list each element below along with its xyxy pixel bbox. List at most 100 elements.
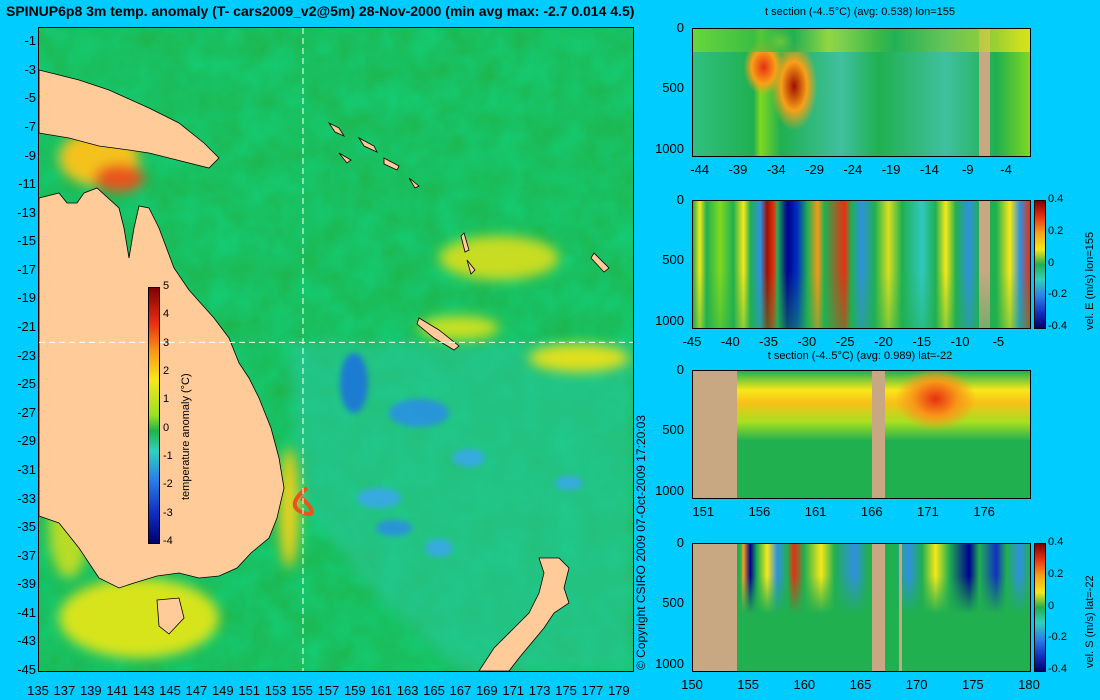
section-x-tick: 171: [917, 504, 939, 519]
map-x-tick: 179: [607, 683, 630, 698]
map-colorbar-label: temperature anomaly (°C): [180, 373, 192, 500]
section-land: [898, 544, 902, 671]
section-x-tick: -4: [1000, 162, 1012, 177]
section-y-tick: 1000: [655, 655, 684, 671]
map-x-tick: 135: [27, 683, 49, 698]
map-y-tick: -19: [17, 290, 36, 306]
map-x-tick: 141: [106, 683, 129, 698]
section-x-tick: 176: [973, 504, 995, 519]
section-y-tick: 1000: [655, 312, 684, 328]
vel-s-colorbar: [1034, 543, 1046, 672]
section-colorbar-tick: -0.4: [1048, 320, 1067, 332]
map-x-tick: 161: [370, 683, 393, 698]
section-x-tick: -44: [690, 162, 710, 177]
panel3-title: t section (-4..5°C) (avg: 0.989) lat=-22: [767, 350, 953, 362]
map-colorbar-tick: 5: [163, 280, 170, 292]
section-colorbar-tick: 0.4: [1048, 193, 1064, 205]
section-x-tick: 165: [849, 677, 872, 692]
section-y-tick: 500: [662, 595, 684, 611]
section-y-tick: 1000: [655, 140, 684, 156]
section-x-tick: -35: [759, 334, 778, 349]
section-land: [693, 371, 737, 498]
map-x-tick: 147: [185, 683, 208, 698]
vel-e-section-lon-plot[interactable]: [692, 200, 1031, 329]
section-x-tick: -5: [992, 334, 1005, 349]
map-y-tick: -29: [17, 433, 36, 449]
section-x-tick: -40: [720, 334, 740, 349]
map-x-tick: 167: [449, 683, 472, 698]
section-x-tick: -24: [843, 162, 863, 177]
section-y-tick: 500: [662, 252, 684, 268]
section-x-tick: -14: [920, 162, 939, 177]
map-x-tick: 151: [238, 683, 261, 698]
section-x-tick: -30: [797, 334, 817, 349]
map-canvas: [39, 28, 633, 671]
map-y-tick: -45: [17, 662, 36, 677]
map-y-tick: -7: [24, 119, 36, 135]
section-y-tick: 0: [676, 20, 684, 35]
map-y-tick: -5: [24, 90, 36, 106]
map-y-tick: -23: [17, 347, 36, 363]
map-y-tick: -13: [17, 204, 36, 220]
map-colorbar-tick: -3: [163, 506, 173, 519]
section-x-tick: -20: [874, 334, 893, 349]
section-x-tick: 151: [692, 504, 715, 519]
map-x-tick: 153: [264, 683, 287, 698]
vel-e-colorbar: [1034, 200, 1046, 329]
map-x-tick: 159: [343, 683, 366, 698]
map-y-tick: -17: [17, 261, 36, 277]
map-x-tick: 149: [211, 683, 234, 698]
section-x-tick: -29: [805, 162, 824, 177]
section-colorbar-tick: -0.2: [1048, 288, 1067, 301]
section-y-tick: 500: [662, 80, 684, 96]
section-colorbar-tick: 0: [1048, 256, 1055, 269]
t-section-lat-plot[interactable]: [692, 370, 1031, 499]
vel-s-colorbar-label: vel. S (m/s) lat=-22: [1084, 575, 1096, 668]
map-y-tick: -3: [24, 61, 36, 77]
section-x-tick: -45: [682, 334, 702, 349]
map-y-tick: -35: [17, 519, 36, 535]
section-x-tick: -39: [728, 162, 748, 177]
map-x-tick: 145: [159, 683, 181, 698]
vel-s-section-lat-plot[interactable]: [692, 543, 1031, 672]
section-x-tick: 175: [961, 677, 984, 692]
panel1-title: t section (-4..5°C) (avg: 0.538) lon=155: [765, 6, 955, 18]
temperature-anomaly-map[interactable]: [38, 27, 634, 672]
section-y-tick: 0: [676, 192, 684, 207]
section-y-tick: 1000: [655, 482, 684, 498]
map-x-tick: 177: [581, 683, 604, 698]
map-colorbar-tick: 0: [163, 421, 170, 434]
t-section-lon-plot[interactable]: [692, 28, 1031, 157]
map-y-tick: -11: [18, 176, 36, 192]
map-y-tick: -25: [17, 376, 36, 392]
map-y-tick: -39: [17, 576, 36, 592]
map-x-tick: 165: [423, 683, 445, 698]
map-y-tick: -9: [24, 147, 36, 163]
section-colorbar-tick: 0: [1048, 599, 1055, 612]
map-colorbar-tick: 2: [163, 365, 170, 377]
map-x-tick: 155: [291, 683, 313, 698]
section-colorbar-tick: 0.4: [1048, 536, 1064, 548]
section-colorbar-tick: -0.4: [1048, 663, 1067, 675]
map-colorbar-tick: 1: [163, 393, 170, 406]
section-x-tick: 150: [681, 677, 703, 692]
map-y-tick: -43: [17, 633, 36, 649]
map-y-tick: -41: [17, 604, 36, 620]
map-x-tick: 143: [132, 683, 155, 698]
map-colorbar-tick: -4: [163, 535, 173, 547]
map-x-tick: 175: [555, 683, 577, 698]
section-x-tick: 170: [905, 677, 928, 692]
map-y-tick: -27: [17, 404, 36, 420]
section-x-tick: -10: [950, 334, 970, 349]
section-x-tick: 156: [748, 504, 771, 519]
section-land: [693, 544, 737, 671]
section-land: [979, 201, 990, 328]
map-x-tick: 169: [475, 683, 498, 698]
map-y-tick: -15: [17, 233, 36, 249]
section-y-tick: 500: [662, 422, 684, 438]
section-x-tick: 161: [804, 504, 827, 519]
section-land: [979, 29, 990, 156]
section-x-tick: -25: [835, 334, 855, 349]
map-y-tick: -37: [17, 547, 36, 563]
map-x-tick: 137: [53, 683, 76, 698]
